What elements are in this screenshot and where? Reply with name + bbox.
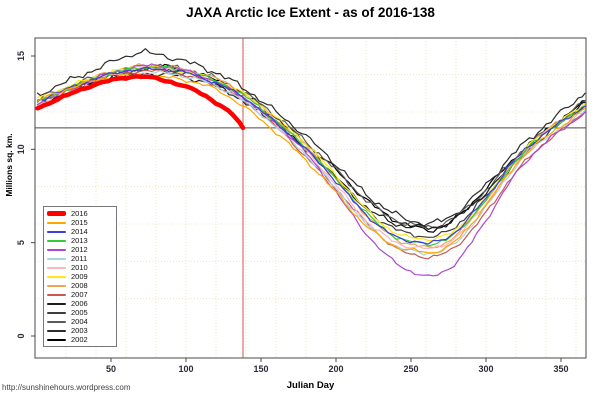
legend-item-2012: 2012	[47, 244, 113, 254]
y-tick-label: 15	[16, 51, 26, 61]
series-line-2016	[35, 74, 246, 131]
x-tick-label: 250	[403, 364, 418, 374]
source-url: http://sunshinehours.wordpress.com	[2, 383, 131, 392]
legend-label: 2002	[71, 334, 88, 344]
legend-label: 2011	[71, 253, 88, 263]
legend-item-2016: 2016	[47, 208, 113, 218]
legend-item-2011: 2011	[47, 253, 113, 263]
legend-box: 2016 2015 2014 2013 2012 2011 2010 2009 2008 2007…	[43, 206, 117, 347]
series-line-2010	[36, 65, 586, 249]
legend-item-2015: 2015	[47, 217, 113, 227]
legend-swatch-2012	[47, 248, 66, 251]
legend-item-2004: 2004	[47, 316, 113, 326]
y-tick-label: 5	[16, 240, 26, 245]
legend-label: 2010	[71, 262, 88, 272]
legend-swatch-2003	[47, 329, 66, 332]
legend-label: 2009	[71, 271, 88, 281]
x-tick-label: 350	[553, 364, 568, 374]
legend-label: 2004	[71, 316, 88, 326]
series-line-2009	[36, 65, 586, 242]
x-tick-label: 50	[106, 364, 116, 374]
legend-swatch-2009	[47, 275, 66, 278]
legend-label: 2006	[71, 298, 88, 308]
series-line-2006	[36, 72, 586, 230]
legend-label: 2015	[71, 217, 88, 227]
legend-label: 2016	[71, 208, 88, 218]
legend-swatch-2016	[47, 211, 66, 216]
legend-item-2003: 2003	[47, 325, 113, 335]
legend-swatch-2013	[47, 239, 66, 242]
series-line-2003	[36, 48, 586, 227]
y-tick-label: 10	[16, 144, 26, 154]
plot-border	[34, 37, 587, 359]
legend-item-2008: 2008	[47, 280, 113, 290]
legend-swatch-2008	[47, 284, 66, 287]
x-tick-label: 100	[178, 364, 193, 374]
y-axis-label: Millions sq. km.	[4, 133, 14, 197]
x-axis-label: Julian Day	[286, 380, 335, 391]
legend-item-2009: 2009	[47, 271, 113, 281]
legend-swatch-2005	[47, 311, 66, 314]
legend-item-2006: 2006	[47, 298, 113, 308]
x-tick-label: 200	[328, 364, 343, 374]
legend-label: 2005	[71, 307, 88, 317]
legend-swatch-2010	[47, 266, 66, 269]
legend-item-2005: 2005	[47, 307, 113, 317]
series-line-2004	[36, 63, 586, 229]
legend-swatch-2006	[47, 302, 66, 305]
legend-item-2013: 2013	[47, 235, 113, 245]
legend-item-2010: 2010	[47, 262, 113, 272]
legend-swatch-2014	[47, 230, 66, 233]
series-line-2015	[36, 73, 586, 254]
legend-label: 2013	[71, 235, 88, 245]
legend-label: 2014	[71, 226, 88, 236]
legend-label: 2003	[71, 325, 88, 335]
x-tick-label: 150	[253, 364, 268, 374]
y-tick-label: 0	[16, 333, 26, 338]
legend-label: 2008	[71, 280, 88, 290]
legend-swatch-2002	[47, 338, 66, 341]
chart-title: JAXA Arctic Ice Extent - as of 2016-138	[186, 5, 435, 20]
legend-item-2002: 2002	[47, 334, 113, 344]
legend-swatch-2015	[47, 221, 66, 224]
legend-item-2007: 2007	[47, 289, 113, 299]
series-line-2014	[36, 66, 586, 245]
series-line-2007	[36, 69, 586, 260]
legend-item-2014: 2014	[47, 226, 113, 236]
x-tick-label: 300	[478, 364, 493, 374]
legend-label: 2007	[71, 289, 88, 299]
legend-swatch-2007	[47, 293, 66, 296]
legend-label: 2012	[71, 244, 88, 254]
legend-swatch-2011	[47, 257, 66, 260]
legend-swatch-2004	[47, 320, 66, 323]
series-line-2012	[36, 63, 586, 277]
